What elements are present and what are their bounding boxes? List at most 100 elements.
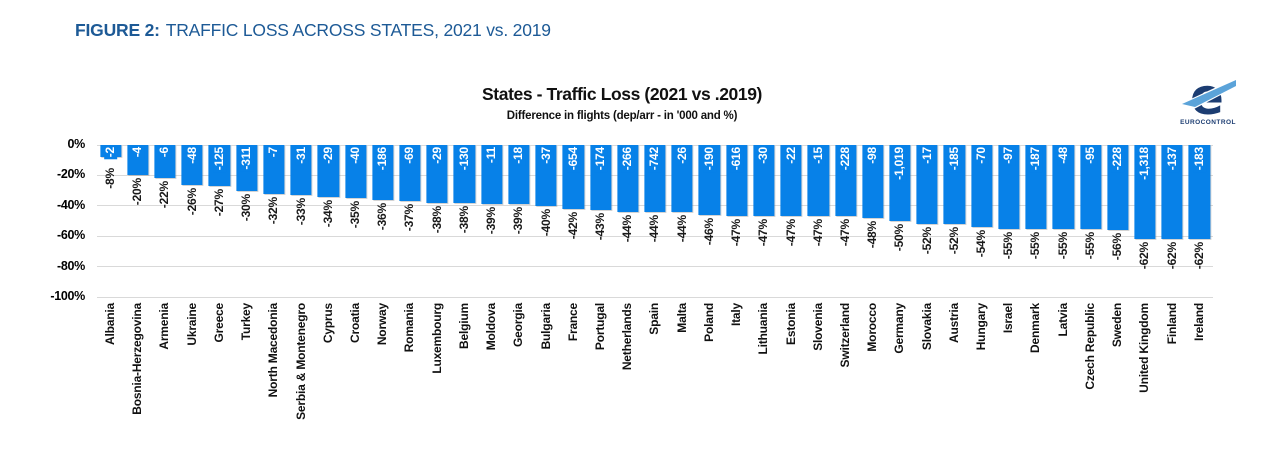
bar-percent-label: -47% — [783, 219, 798, 247]
bar-column: -69 -37% — [396, 145, 423, 297]
country-label-cell: Sweden — [1104, 303, 1131, 458]
country-label: Latvia — [1055, 303, 1070, 337]
bar-value-label: -654 — [565, 146, 580, 173]
country-label-cell: Malta — [669, 303, 696, 458]
country-label: Lithuania — [756, 303, 771, 355]
bar-value-label: -7 — [266, 146, 281, 160]
country-label: Portugal — [592, 303, 607, 351]
bar-column: -98 -48% — [859, 145, 886, 297]
country-label-cell: Estonia — [777, 303, 804, 458]
bar-percent-label: -30% — [239, 194, 254, 222]
bar-percent-label: -44% — [620, 215, 635, 243]
bar-percent-label: -35% — [347, 201, 362, 229]
bar-value-label: -137 — [1164, 146, 1179, 173]
country-label-cell: Belgium — [451, 303, 478, 458]
bar-column: -7 -32% — [260, 145, 287, 297]
country-label-cell: Croatia — [342, 303, 369, 458]
bar-value-label: -4 — [130, 146, 145, 160]
country-label-cell: Serbia & Montenegro — [288, 303, 315, 458]
bar-value-label: -228 — [837, 146, 853, 173]
bar-value-label: -125 — [211, 146, 227, 173]
bar-column: -130 -38% — [451, 145, 478, 297]
country-label: Serbia & Montenegro — [293, 303, 308, 420]
bar-value-label: -11 — [484, 146, 499, 166]
bar-value-label: -40 — [347, 146, 363, 166]
country-label: Georgia — [511, 303, 526, 347]
bar-percent-label: -47% — [810, 219, 825, 247]
bar-column: -48 -26% — [179, 145, 206, 297]
bar-value-label: -69 — [402, 146, 417, 166]
country-label: Finland — [1164, 303, 1179, 345]
bar-column: -29 -38% — [424, 145, 451, 297]
country-label-cell: France — [560, 303, 587, 458]
y-axis-tick-label: -60% — [57, 228, 85, 243]
bar-column: -174 -43% — [587, 145, 614, 297]
country-label-cell: Spain — [641, 303, 668, 458]
bar-percent-label: -54% — [974, 230, 989, 258]
bar-value-label: -183 — [1191, 146, 1206, 173]
bar-column: -17 -52% — [914, 145, 941, 297]
country-label: Germany — [892, 303, 907, 354]
bar-column: -22 -47% — [777, 145, 804, 297]
country-label-cell: Bulgaria — [533, 303, 560, 458]
bar-value-label: -2 — [103, 146, 118, 160]
bar-value-label: -1,019 — [892, 146, 907, 182]
bar-column: -183 -62% — [1186, 145, 1213, 297]
country-label: Luxembourg — [429, 303, 444, 374]
bar-percent-label: -48% — [865, 221, 880, 249]
country-label: France — [565, 303, 580, 342]
bar-value-label: -311 — [239, 146, 254, 172]
bar-column: -228 -47% — [832, 145, 859, 297]
bar-percent-label: -39% — [484, 207, 499, 235]
y-axis-tick-label: 0% — [67, 137, 86, 151]
bar-percent-label: -46% — [701, 218, 716, 246]
traffic-loss-bar — [1079, 145, 1102, 229]
country-label-cell: Poland — [696, 303, 723, 458]
chart-title: States - Traffic Loss (2021 vs .2019) — [482, 84, 762, 104]
traffic-loss-bar — [1052, 145, 1074, 229]
country-label: United Kingdom — [1137, 303, 1152, 393]
bar-percent-label: -47% — [756, 219, 771, 247]
bar-column: -616 -47% — [723, 145, 750, 297]
y-axis-tick-label: -20% — [57, 167, 85, 182]
x-axis-labels: Albania Bosnia-Herzegovina Armenia Ukraine G… — [97, 303, 1213, 458]
bar-column: -29 -34% — [315, 145, 342, 297]
bar-column: -186 -36% — [369, 145, 396, 297]
country-label: Slovenia — [810, 303, 825, 351]
country-label-cell: Greece — [206, 303, 233, 458]
bar-value-label: -70 — [974, 146, 989, 166]
bar-column: -37 -40% — [533, 145, 560, 297]
bar-value-label: -15 — [810, 146, 825, 166]
bar-column: -15 -47% — [805, 145, 832, 297]
country-label: Bulgaria — [538, 303, 553, 350]
bar-value-label: -6 — [157, 146, 172, 160]
bar-value-label: -48 — [184, 146, 199, 166]
chart-title-block: States - Traffic Loss (2021 vs .2019) Di… — [342, 84, 902, 122]
bar-column: -26 -44% — [669, 145, 696, 297]
country-label: North Macedonia — [266, 303, 281, 398]
bar-percent-label: -56% — [1110, 233, 1125, 261]
bar-column: -70 -54% — [968, 145, 995, 297]
country-label-cell: Lithuania — [750, 303, 777, 458]
bar-value-label: -31 — [293, 146, 308, 166]
bar-percent-label: -26% — [184, 188, 199, 216]
country-label: Croatia — [347, 303, 362, 343]
eurocontrol-logo-icon: e — [1178, 68, 1238, 126]
country-label-cell: Netherlands — [614, 303, 641, 458]
country-label-cell: Ireland — [1186, 303, 1213, 458]
country-label: Israel — [1001, 303, 1016, 334]
country-label-cell: Luxembourg — [424, 303, 451, 458]
country-label: Greece — [211, 303, 226, 343]
country-label-cell: Hungary — [968, 303, 995, 458]
bar-column: -6 -22% — [151, 145, 178, 297]
figure-number: FIGURE 2: — [75, 20, 160, 40]
bar-value-label: -185 — [946, 146, 961, 173]
country-label: Austria — [946, 303, 961, 343]
bar-value-label: -95 — [1082, 146, 1098, 166]
bar-column: -18 -39% — [505, 145, 532, 297]
country-label: Romania — [402, 303, 417, 353]
bar-percent-label: -22% — [157, 181, 172, 209]
country-label: Italy — [729, 303, 744, 327]
gridline — [97, 266, 1213, 268]
country-label-cell: Denmark — [1022, 303, 1049, 458]
